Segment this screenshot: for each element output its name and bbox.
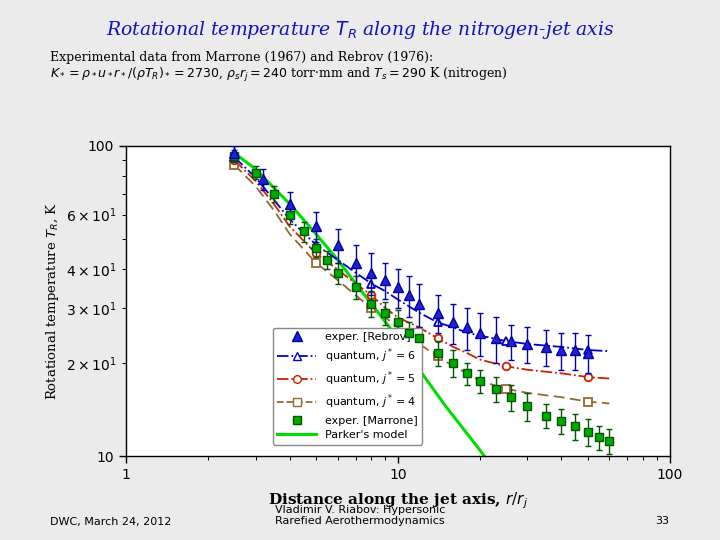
X-axis label: Distance along the jet axis, $r/r_j$: Distance along the jet axis, $r/r_j$ [268,490,528,511]
Text: Rotational temperature $T_R$ along the nitrogen-jet axis: Rotational temperature $T_R$ along the n… [106,19,614,42]
Legend: exper. [Rebrov], quantum, $j^*=6$, quantum, $j^*=5$, quantum, $j^*=4$, exper. [M: exper. [Rebrov], quantum, $j^*=6$, quant… [273,328,423,444]
Text: $K_* = \rho_* u_* r_*/(\rho T_R)_* = 2730$, $\rho_s r_j = 240$ torr·mm and $T_s : $K_* = \rho_* u_* r_*/(\rho T_R)_* = 273… [50,66,508,84]
Text: 33: 33 [656,516,670,526]
Y-axis label: Rotational temperature $T_R$, K: Rotational temperature $T_R$, K [44,202,60,400]
Text: Experimental data from Marrone (1967) and Rebrov (1976):: Experimental data from Marrone (1967) an… [50,51,433,64]
Text: Vladimir V. Riabov: Hypersonic
Rarefied Aerothermodynamics: Vladimir V. Riabov: Hypersonic Rarefied … [275,505,445,526]
Text: DWC, March 24, 2012: DWC, March 24, 2012 [50,516,172,526]
